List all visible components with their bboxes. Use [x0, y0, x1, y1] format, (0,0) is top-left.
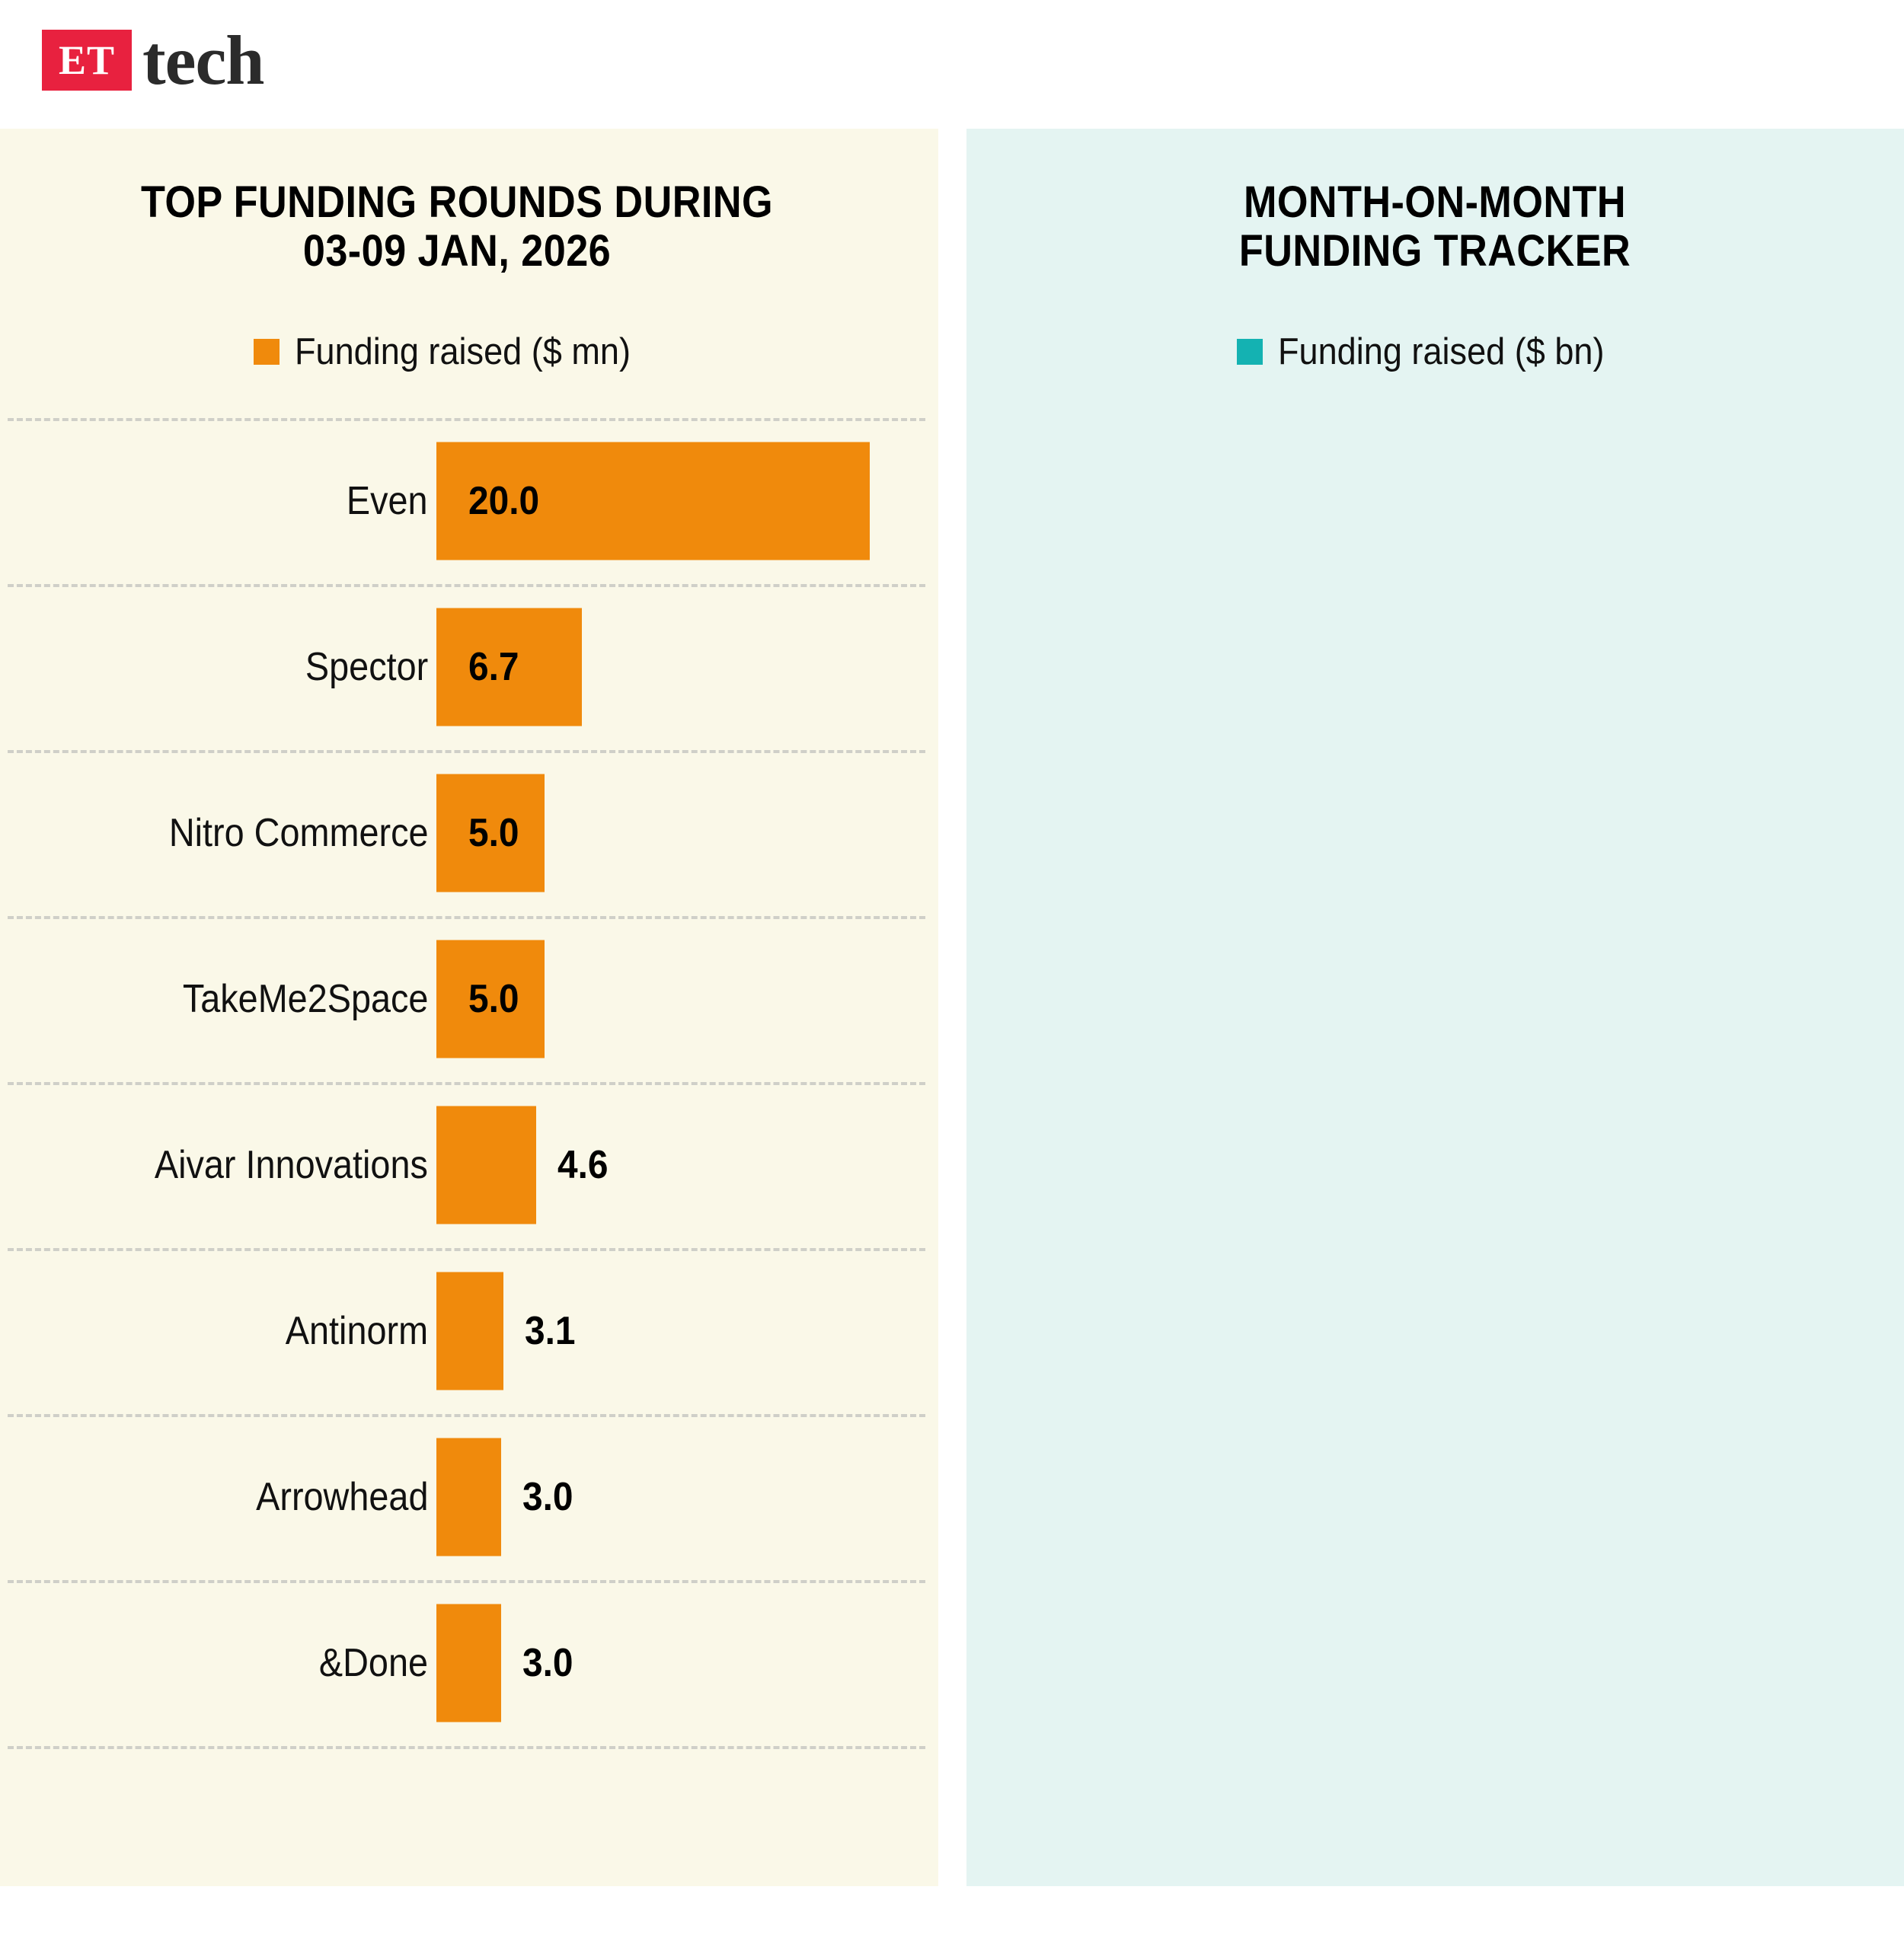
bar-category-label: Aivar Innovations	[154, 1143, 428, 1187]
bar-value-label: 3.0	[522, 1641, 573, 1685]
bar-row[interactable]: Aivar Innovations 4.6	[0, 1082, 938, 1248]
right-title-line-1: MONTH-ON-MONTH	[1243, 177, 1627, 227]
right-legend-label: Funding raised ($ bn)	[1278, 331, 1605, 372]
bar-value-label: 20.0	[468, 479, 540, 523]
left-legend: Funding raised ($ mn)	[46, 330, 868, 373]
bar-category-label: Nitro Commerce	[168, 811, 428, 855]
bar-value-label: 3.1	[525, 1309, 576, 1353]
ettech-logo: ET tech	[42, 25, 264, 95]
bar[interactable]	[436, 940, 545, 1058]
et-badge: ET	[42, 30, 132, 91]
right-title-line-2: FUNDING TRACKER	[1238, 225, 1631, 276]
gridline	[8, 750, 925, 753]
bar-value-label: 5.0	[468, 811, 519, 855]
bar-row[interactable]: Arrowhead 3.0	[0, 1414, 938, 1580]
bar-row[interactable]: Antinorm 3.1	[0, 1248, 938, 1414]
bar[interactable]	[436, 774, 545, 892]
bar-category-label: TakeMe2Space	[182, 977, 428, 1021]
bar-value-label: 4.6	[557, 1143, 609, 1187]
bar-category-label: Spector	[305, 645, 428, 689]
bar-row[interactable]: Even 20.0	[0, 418, 938, 584]
bar[interactable]	[436, 442, 870, 560]
left-title-line-2: 03-09 JAN, 2026	[302, 225, 612, 276]
bar[interactable]	[436, 1272, 504, 1390]
gridline	[8, 1414, 925, 1417]
bar-category-label: &Done	[318, 1641, 428, 1685]
bar[interactable]	[436, 1106, 536, 1224]
left-bar-chart: Even 20.0 Spector 6.7 Nitro Commerce 5.0 TakeM…	[0, 418, 938, 1781]
bar[interactable]	[436, 608, 582, 726]
gridline	[8, 584, 925, 587]
left-panel: TOP FUNDING ROUNDS DURING 03-09 JAN, 202…	[0, 129, 938, 1886]
legend-swatch-icon-orange	[254, 339, 280, 365]
gridline	[8, 1580, 925, 1583]
bar-row[interactable]: TakeMe2Space 5.0	[0, 916, 938, 1082]
bar-row[interactable]: Nitro Commerce 5.0	[0, 750, 938, 916]
right-legend: Funding raised ($ bn)	[997, 330, 1873, 373]
gridline	[8, 1082, 925, 1085]
bar[interactable]	[436, 1438, 502, 1556]
gridline	[8, 418, 925, 421]
bar-category-label: Even	[347, 479, 428, 523]
tech-wordmark: tech	[142, 21, 264, 99]
right-panel: MONTH-ON-MONTH FUNDING TRACKER Funding r…	[966, 129, 1904, 1886]
bar-value-label: 5.0	[468, 977, 519, 1021]
bar-value-label: 3.0	[522, 1475, 573, 1519]
bar-category-label: Antinorm	[285, 1309, 428, 1353]
gridline	[8, 1248, 925, 1251]
gridline	[8, 916, 925, 919]
bar-category-label: Arrowhead	[255, 1475, 428, 1519]
right-panel-title: MONTH-ON-MONTH FUNDING TRACKER	[1041, 178, 1829, 276]
left-title-line-1: TOP FUNDING ROUNDS DURING	[140, 177, 774, 227]
gridline	[8, 1746, 925, 1749]
left-panel-title: TOP FUNDING ROUNDS DURING 03-09 JAN, 202…	[87, 178, 827, 276]
bar[interactable]	[436, 1604, 502, 1722]
bar-row[interactable]: Spector 6.7	[0, 584, 938, 750]
bar-value-label: 6.7	[468, 645, 519, 689]
bar-row[interactable]: &Done 3.0	[0, 1580, 938, 1746]
legend-swatch-icon-teal	[1237, 339, 1263, 365]
page-header: ET tech	[0, 0, 1904, 129]
left-legend-label: Funding raised ($ mn)	[295, 331, 631, 372]
